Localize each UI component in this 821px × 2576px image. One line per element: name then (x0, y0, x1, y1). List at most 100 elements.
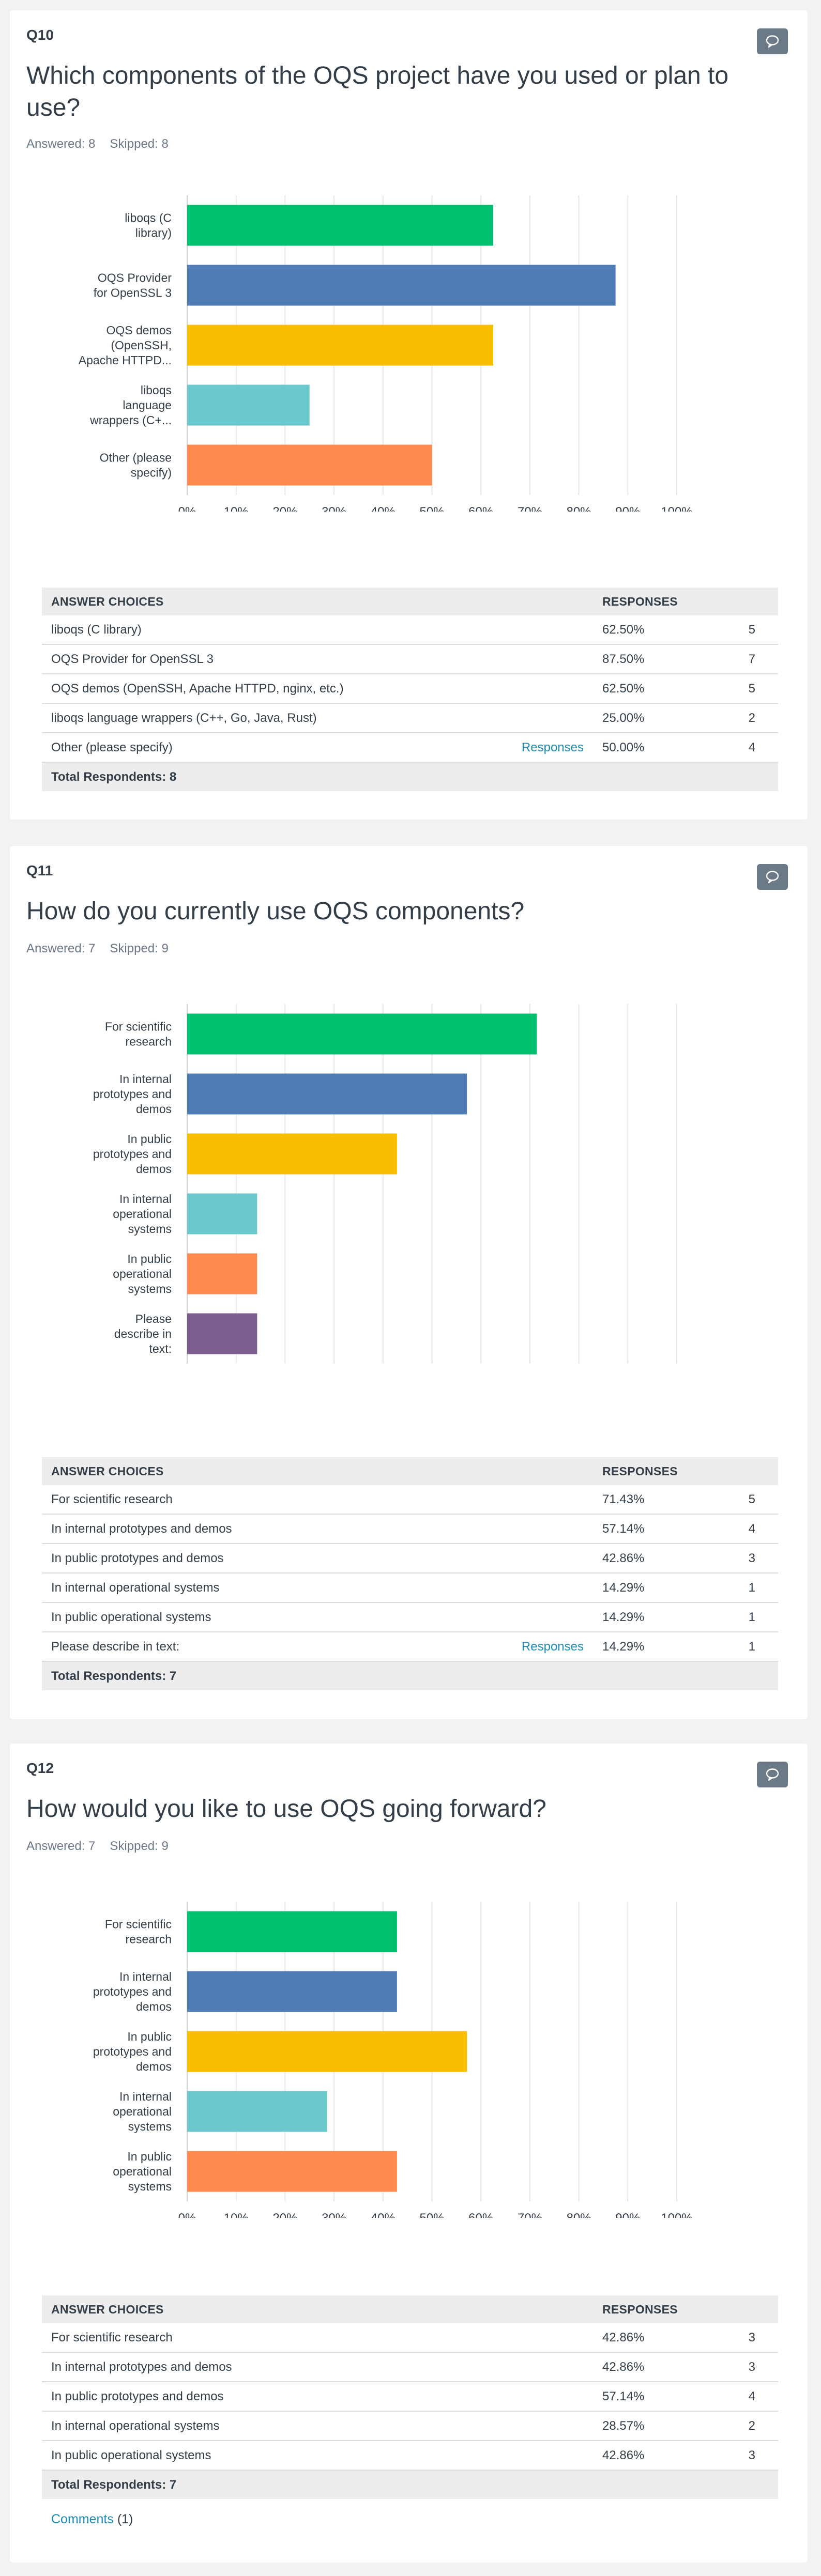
bar (187, 1133, 397, 1175)
response-percent: 42.86% (593, 2352, 705, 2382)
bar-chart: 0% 10% 20% 30% 40% 50% 60% 70% 80% 90% 100% liboqs … (79, 195, 693, 512)
category-label: For scientific research (105, 1918, 172, 1946)
responses-link (434, 1485, 593, 1515)
answer-choice: In internal prototypes and demos (42, 2352, 546, 2382)
x-tick-label: 10% (224, 2211, 249, 2218)
response-percent: 57.14% (593, 1514, 705, 1544)
response-percent: 14.29% (593, 1602, 705, 1632)
responses-link[interactable]: Responses (434, 1632, 593, 1662)
x-tick-label: 60% (468, 2211, 493, 2218)
comment-button[interactable] (757, 1762, 788, 1787)
responses-link (479, 674, 593, 704)
category-label: In internal prototypes and demos (93, 1970, 172, 2013)
x-tick-label: 50% (419, 2211, 444, 2218)
table-row: OQS Provider for OpenSSL 3 87.50% 7 (42, 644, 778, 674)
x-tick-label: 70% (518, 505, 542, 512)
responses-link (479, 615, 593, 645)
category-label: In internal prototypes and demos (93, 1072, 172, 1116)
answer-choice: In internal operational systems (42, 2411, 546, 2441)
response-percent: 71.43% (593, 1485, 705, 1515)
response-stats: Answered: 8 Skipped: 8 (26, 137, 169, 151)
skipped-count: Skipped: 9 (110, 942, 169, 955)
speech-bubble-icon (766, 35, 779, 48)
bar-chart: 0%10%20%30%40%50%60%70%80%90%100%For sci… (93, 1004, 677, 1364)
response-percent: 87.50% (593, 644, 705, 674)
answer-choice: OQS demos (OpenSSH, Apache HTTPD, nginx,… (42, 674, 480, 704)
bar (187, 1971, 397, 2012)
bar (187, 2151, 397, 2192)
answer-choice: In public operational systems (42, 1602, 434, 1632)
total-row: Total Respondents: 8 (42, 762, 778, 791)
response-percent: 62.50% (593, 674, 705, 704)
response-stats: Answered: 7 Skipped: 9 (26, 942, 169, 956)
table-row: Please describe in text: Responses 14.29% 1 (42, 1632, 778, 1662)
answer-choice: In public prototypes and demos (42, 1544, 434, 1574)
x-tick-label: 30% (322, 505, 346, 512)
response-percent: 28.57% (593, 2411, 705, 2441)
question-title: How would you like to use OQS going forw… (26, 1795, 546, 1823)
response-count: 1 (705, 1602, 778, 1632)
responses-link (434, 1573, 593, 1603)
table-row: In public prototypes and demos 57.14% 4 (42, 2382, 778, 2412)
bar (187, 1911, 397, 1952)
response-percent: 14.29% (593, 1632, 705, 1662)
responses-link (434, 1544, 593, 1574)
x-tick-label: 30% (322, 2211, 346, 2218)
table-row: In public operational systems 14.29% 1 (42, 1602, 778, 1632)
response-count: 4 (705, 733, 778, 763)
answer-choice: liboqs (C library) (42, 615, 480, 645)
header-answer-choices: ANSWER CHOICES (42, 1457, 593, 1485)
table-row: In internal operational systems 28.57% 2 (42, 2411, 778, 2441)
comments-link[interactable]: Comments (1) (51, 2512, 133, 2527)
x-tick-label: 40% (371, 2211, 396, 2218)
bar (187, 384, 310, 426)
response-percent: 50.00% (593, 733, 705, 763)
answer-choice: Please describe in text: (42, 1632, 434, 1662)
question-title: How do you currently use OQS components? (26, 898, 525, 925)
category-label: In public operational systems (113, 1252, 172, 1295)
x-tick-label: 50% (419, 505, 444, 512)
x-tick-label: 60% (468, 505, 493, 512)
responses-link (545, 2352, 593, 2382)
response-percent: 57.14% (593, 2382, 705, 2412)
response-count: 5 (705, 615, 778, 645)
bar (187, 1013, 537, 1055)
answer-choice: For scientific research (42, 2323, 546, 2353)
responses-link (434, 1514, 593, 1544)
comment-button[interactable] (757, 28, 788, 54)
bar (187, 265, 616, 306)
category-label: For scientific research (105, 1020, 172, 1048)
responses-link (479, 703, 593, 733)
category-label: In public prototypes and demos (93, 2030, 172, 2073)
answered-count: Answered: 7 (26, 942, 96, 955)
question-number: Q12 (26, 1760, 54, 1776)
response-count: 1 (705, 1632, 778, 1662)
answer-choice: OQS Provider for OpenSSL 3 (42, 644, 480, 674)
response-count: 5 (705, 1485, 778, 1515)
table-row: OQS demos (OpenSSH, Apache HTTPD, nginx,… (42, 674, 778, 704)
category-label: liboqs language wrappers (C+... (89, 383, 172, 427)
header-answer-choices: ANSWER CHOICES (42, 588, 593, 615)
response-percent: 14.29% (593, 1573, 705, 1603)
table-row: In public prototypes and demos 42.86% 3 (42, 1544, 778, 1574)
response-count: 2 (705, 703, 778, 733)
responses-table: ANSWER CHOICES RESPONSES liboqs (C library… (42, 588, 778, 791)
x-tick-label: 40% (371, 505, 396, 512)
answer-choice: Other (please specify) (42, 733, 480, 763)
bar (187, 2031, 467, 2072)
question-card-q11: Q11 How do you currently use OQS compone… (10, 846, 808, 1719)
comments-label[interactable]: Comments (51, 2512, 114, 2526)
answer-choice: In public prototypes and demos (42, 2382, 546, 2412)
responses-link[interactable]: Responses (479, 733, 593, 763)
bar (187, 2091, 327, 2132)
response-stats: Answered: 7 Skipped: 9 (26, 1839, 169, 1854)
table-row: liboqs (C library) 62.50% 5 (42, 615, 778, 645)
comment-button[interactable] (757, 864, 788, 890)
answer-choice: In public operational systems (42, 2441, 546, 2471)
bar (187, 444, 432, 486)
comments-count: (1) (117, 2512, 133, 2526)
table-row: For scientific research 71.43% 5 (42, 1485, 778, 1515)
responses-link (545, 2411, 593, 2441)
answer-choice: In internal prototypes and demos (42, 1514, 434, 1544)
question-card-q10: Q10 Which components of the OQS project … (10, 10, 808, 820)
